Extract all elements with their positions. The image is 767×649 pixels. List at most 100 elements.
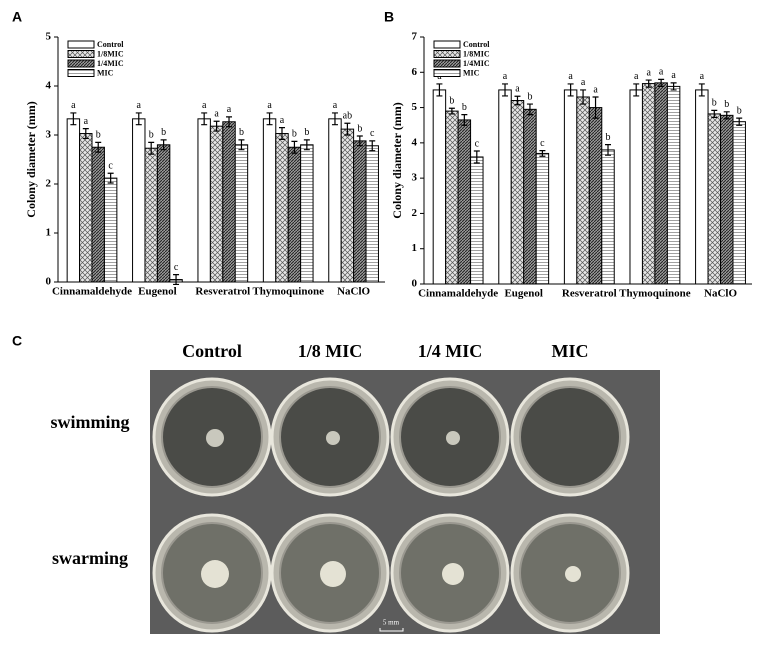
error-bar	[736, 117, 743, 126]
bar	[732, 121, 746, 285]
error-bar	[723, 111, 730, 120]
y-tick-label: 5	[412, 101, 418, 113]
error-bar	[303, 139, 310, 151]
error-bar	[539, 150, 546, 157]
significance-letter: b	[724, 99, 729, 110]
colony	[201, 560, 229, 588]
x-tick-label: NaClO	[704, 288, 737, 300]
significance-letter: b	[149, 130, 154, 141]
error-bar	[461, 114, 468, 126]
error-bar	[266, 112, 273, 126]
y-tick-label: 3	[412, 172, 418, 184]
legend-label: 1/4MIC	[97, 59, 124, 68]
column-header: 1/8 MIC	[298, 341, 363, 361]
error-bar	[514, 95, 521, 106]
bar	[262, 118, 277, 283]
significance-letter: a	[137, 100, 142, 111]
bar	[365, 145, 379, 283]
significance-letter: b	[304, 127, 309, 138]
significance-letter: ab	[343, 111, 352, 122]
significance-letter: a	[333, 100, 338, 111]
panel-label: A	[12, 9, 22, 25]
significance-letter: a	[659, 67, 664, 78]
legend-label: Control	[463, 40, 490, 49]
significance-letter: a	[515, 84, 520, 95]
bar	[720, 114, 734, 285]
y-axis-label: Colony diameter (mm)	[24, 101, 38, 217]
bar	[641, 83, 656, 285]
error-bar	[436, 83, 443, 97]
bar	[132, 118, 146, 283]
error-bar	[645, 79, 652, 88]
error-bar	[711, 109, 718, 119]
error-bar	[369, 140, 376, 152]
legend-swatch	[67, 59, 95, 68]
y-tick-label: 6	[412, 66, 418, 78]
significance-letter: c	[475, 138, 480, 149]
error-bar	[526, 103, 533, 116]
bar	[156, 144, 171, 283]
y-axis-label: Colony diameter (mm)	[390, 102, 404, 218]
legend-swatch	[67, 50, 95, 58]
y-tick-label: 0	[46, 276, 52, 288]
bar	[287, 146, 302, 283]
significance-letter: c	[174, 262, 179, 273]
significance-letter: b	[96, 130, 101, 141]
bar	[91, 146, 105, 283]
significance-letter: a	[503, 71, 508, 82]
scale-bar	[379, 628, 404, 632]
legend-swatch	[433, 50, 461, 58]
significance-letter: c	[540, 138, 545, 149]
error-bar	[580, 89, 587, 105]
y-tick-label: 2	[46, 178, 52, 190]
error-bar	[173, 274, 180, 286]
significance-letter: b	[737, 105, 742, 116]
bar	[601, 149, 615, 285]
error-bar	[448, 107, 455, 115]
y-tick-label: 0	[412, 278, 418, 290]
error-bar	[135, 112, 142, 126]
photo-panel: C Control 1/8 MIC 1/4 MIC MIC swimming swarmi…	[12, 333, 660, 634]
significance-letter: a	[646, 67, 651, 78]
row-label: swimming	[50, 412, 129, 432]
error-bar	[473, 150, 480, 164]
significance-letter: b	[292, 129, 297, 140]
significance-letter: b	[239, 127, 244, 138]
significance-letter: a	[280, 115, 285, 126]
legend-swatch	[433, 69, 461, 77]
legend-swatch	[67, 40, 95, 49]
significance-letter: a	[581, 77, 586, 88]
x-tick-label: Thymoquinone	[252, 286, 324, 298]
error-bar	[658, 78, 665, 87]
column-header: Control	[182, 341, 242, 361]
bar	[209, 125, 224, 283]
legend-label: MIC	[97, 68, 114, 77]
significance-letter: b	[449, 96, 454, 107]
row-label: swarming	[52, 548, 128, 568]
error-bar	[633, 83, 640, 97]
bar	[629, 89, 643, 285]
error-bar	[238, 139, 245, 151]
significance-letter: a	[267, 100, 272, 111]
error-bar	[698, 83, 705, 97]
bar	[695, 89, 709, 285]
significance-letter: b	[527, 91, 532, 102]
significance-letter: a	[84, 116, 89, 127]
error-bar	[567, 83, 574, 97]
legend-label: MIC	[463, 68, 480, 77]
y-tick-label: 4	[412, 136, 418, 148]
y-tick-label: 7	[412, 31, 418, 43]
legend-label: 1/8MIC	[97, 49, 124, 58]
bar	[79, 133, 93, 283]
legend-label: Control	[97, 40, 124, 49]
error-bar	[226, 116, 233, 128]
significance-letter: a	[214, 109, 219, 120]
scale-bar-label: 5 mm	[383, 619, 400, 627]
bar	[103, 177, 118, 283]
bar	[275, 133, 289, 283]
significance-letter: a	[227, 104, 232, 115]
significance-letter: b	[712, 98, 717, 109]
legend-swatch	[433, 59, 461, 68]
colony	[326, 431, 340, 445]
